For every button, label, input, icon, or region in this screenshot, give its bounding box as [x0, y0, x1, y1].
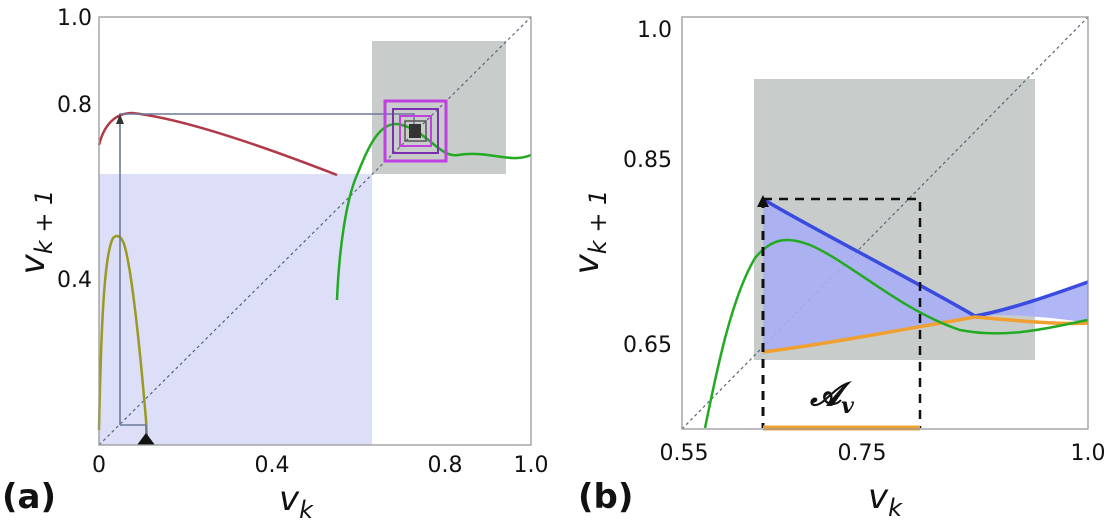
panel-a-start-marker [137, 433, 155, 445]
panel-b-y-axis-label: vk + 1 [567, 190, 612, 275]
panel-a-x-axis-label: vk [279, 479, 314, 521]
panel-b-label: (b) [578, 477, 633, 517]
panel-b-marker [757, 195, 769, 207]
panel-b-dashed-box [763, 197, 922, 428]
panel-a-xtick-1: 0.4 [255, 453, 290, 478]
panel-a-identity-line [98, 16, 532, 446]
panel-a-xtick-2: 0.8 [428, 453, 463, 478]
panel-a-xtick-3: 1.0 [514, 453, 549, 478]
panel-b-ytick-0: 0.65 [623, 333, 672, 358]
panel-a-y-axis-label: vk + 1 [13, 190, 58, 275]
panel-b-green-map-curve [703, 238, 1089, 429]
panel-b-xtick-0: 0.55 [660, 441, 709, 466]
panel-a-y-ticks: 0.4 0.8 1.0 [57, 6, 92, 293]
panel-b-identity-line [681, 16, 1089, 430]
panel-a-frame [98, 16, 532, 446]
panel-b-xtick-2: 1.0 [1071, 441, 1106, 466]
panel-b-blue-upper-curve [762, 197, 1089, 318]
panel-b: 𝓐v 0.55 0.75 1.0 0.65 0.85 1.0 vk vk + 1… [567, 16, 1106, 521]
panel-a-cobweb-arrowhead [116, 114, 124, 124]
panel-a-ytick-1: 0.8 [57, 93, 92, 118]
panel-a-cobweb-spiral [383, 99, 448, 163]
panel-b-shaded-area [763, 199, 1088, 352]
panel-b-x-ticks: 0.55 0.75 1.0 [660, 441, 1106, 466]
panel-a-xtick-0: 0 [92, 453, 106, 478]
panel-b-xtick-1: 0.75 [838, 441, 887, 466]
panel-a-red-map-curve [97, 111, 338, 177]
panel-a-ytick-2: 1.0 [57, 6, 92, 31]
panel-a-ytick-0: 0.4 [57, 268, 92, 293]
panel-a-label: (a) [2, 477, 56, 517]
panel-b-ytick-2: 1.0 [637, 18, 672, 43]
panel-a: 0 0.4 0.8 1.0 0.4 0.8 1.0 vk vk + 1 (a) [2, 6, 549, 521]
panel-b-frame [681, 16, 1089, 430]
panel-b-x-axis-label: vk [868, 477, 903, 521]
panel-a-x-ticks: 0 0.4 0.8 1.0 [92, 453, 549, 478]
panel-a-green-map-curve [335, 122, 532, 301]
panel-b-ytick-1: 0.85 [623, 148, 672, 173]
panel-b-y-ticks: 0.65 0.85 1.0 [623, 18, 672, 358]
panel-b-orange-lower-curve [762, 315, 1089, 354]
